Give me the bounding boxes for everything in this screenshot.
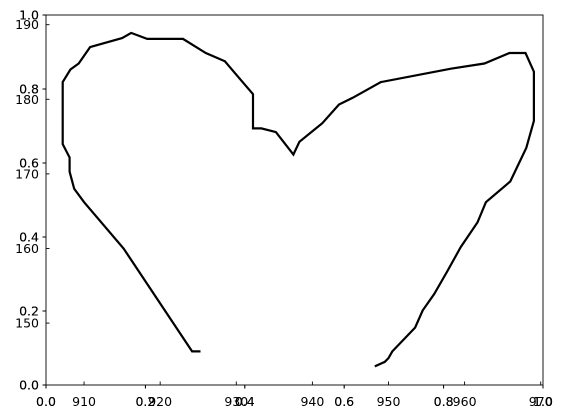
layer-1-y-tick-label: 0.6: [19, 156, 39, 171]
layer-3-y-tick-label: 170: [15, 166, 39, 181]
layer-1-x-tick-label: 0.8: [434, 394, 454, 409]
axes-layer-3: 910 920 930 940 950 960 970 150 160 170 180 190: [15, 17, 553, 409]
layer-1-x-tick-label: 1.0: [533, 394, 553, 409]
layer-3-y-tick-label: 160: [15, 241, 39, 256]
layer-3-y-tick-label: 180: [15, 92, 39, 107]
layer-3-x-tick-label: 910: [72, 394, 96, 409]
layer-1-y-tick-label: 0.8: [19, 82, 39, 97]
layer-1-y-tick-label: 0.0: [19, 378, 39, 393]
layer-1-y-tick-label: 0.2: [19, 304, 39, 319]
layer-1-x-tick-label: 0.0: [36, 394, 56, 409]
layer-2-x-tick-label: 0.2: [135, 394, 155, 409]
layer-3-x-tick-label: 970: [529, 394, 553, 409]
layer-3-x-tick-label: 930: [224, 394, 248, 409]
layer-1-x-tick-label: 0.6: [334, 394, 354, 409]
layer-2-y-tick-label: 0.6: [19, 156, 39, 171]
layer-3-y-tick-label: 190: [15, 17, 39, 32]
plot-area: [46, 15, 543, 385]
layer-2-x-tick-label: 0.6: [334, 394, 354, 409]
layer-2-x-tick-label: 0.0: [36, 394, 56, 409]
axes-layer-1: 0.0 0.2 0.4 0.6 0.8 1.0 0.0 0.2 0.4 0.6 0.8 1.0: [19, 8, 553, 410]
layer-2-y-tick-label: 0.8: [19, 82, 39, 97]
layer-3-x-tick-label: 950: [377, 394, 401, 409]
layer-3-x-tick-label: 960: [453, 394, 477, 409]
layer-2-x-tick-label: 0.4: [235, 394, 255, 409]
layer-1-y-tick-label: 0.4: [19, 230, 39, 245]
axes-layer-2: 0.0 0.2 0.4 0.6 0.8 1.0 0.0 0.2 0.4 0.6 0.8 1.0: [19, 8, 553, 410]
layer-1-x-tick-label: 0.4: [235, 394, 255, 409]
layer-2-y-tick-label: 0.4: [19, 230, 39, 245]
layer-2-x-tick-label: 1.0: [533, 394, 553, 409]
layer-2-y-tick-label: 0.2: [19, 304, 39, 319]
plot-frame: [45, 14, 544, 386]
layer-3-x-tick-label: 940: [300, 394, 324, 409]
layer-1-y-tick-label: 1.0: [19, 8, 39, 23]
layer-3-x-tick-label: 920: [148, 394, 172, 409]
layer-1-x-tick-label: 0.2: [135, 394, 155, 409]
layer-2-y-tick-label: 1.0: [19, 8, 39, 23]
layer-3-y-tick-label: 150: [15, 316, 39, 331]
layer-2-x-tick-label: 0.8: [434, 394, 454, 409]
layer-2-y-tick-label: 0.0: [19, 378, 39, 393]
series-line: [61, 31, 536, 368]
